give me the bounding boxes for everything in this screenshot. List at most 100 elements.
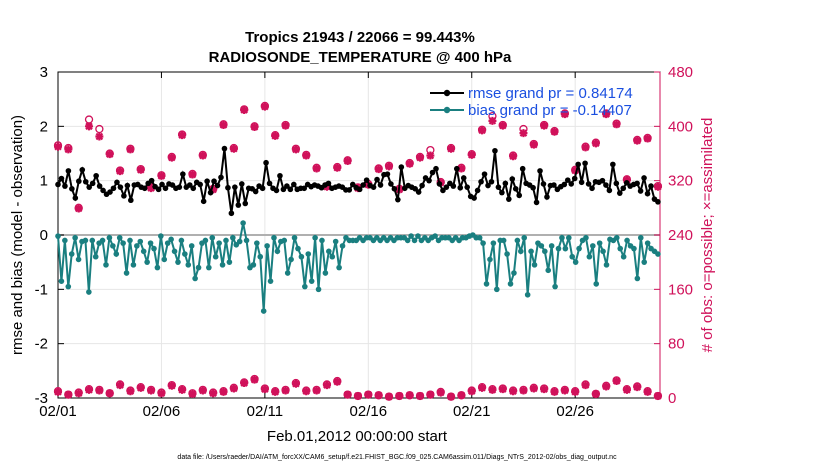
bias-point xyxy=(168,236,174,243)
rmse-point xyxy=(287,186,294,193)
bias-point xyxy=(644,240,651,246)
obs-assimilated-marker xyxy=(333,163,342,172)
obs-assimilated-marker xyxy=(374,165,383,174)
obs-assimilated-marker xyxy=(198,386,207,395)
obs-assimilated-marker xyxy=(602,110,611,119)
obs-assimilated-marker xyxy=(529,140,538,149)
bias-point xyxy=(504,251,510,257)
obs-assimilated-marker xyxy=(591,389,600,398)
obs-assimilated-marker xyxy=(95,132,104,141)
rmse-point xyxy=(502,180,509,187)
bias-point xyxy=(195,264,202,271)
obs-assimilated-marker xyxy=(188,170,197,179)
x-tick-label: 02/26 xyxy=(556,403,594,420)
obs-assimilated-marker xyxy=(105,150,114,159)
rmse-point xyxy=(540,181,547,187)
rmse-point xyxy=(117,184,124,190)
rmse-point xyxy=(86,184,93,190)
bias-point xyxy=(404,237,411,244)
obs-assimilated-marker xyxy=(312,386,321,395)
obs-assimilated-marker xyxy=(64,390,73,399)
obs-assimilated-marker xyxy=(281,386,290,395)
rmse-point xyxy=(65,168,72,174)
obs-assimilated-marker xyxy=(653,182,662,191)
rmse-point xyxy=(571,175,578,182)
bias-point xyxy=(212,253,219,260)
obs-assimilated-marker xyxy=(157,389,166,398)
bias-point xyxy=(542,248,548,255)
bias-point xyxy=(315,286,322,293)
obs-assimilated-marker xyxy=(198,151,207,160)
bias-point xyxy=(524,291,531,298)
obs-assimilated-marker xyxy=(291,379,300,388)
rmse-point xyxy=(433,165,439,172)
rmse-point xyxy=(589,185,595,192)
obs-assimilated-marker xyxy=(571,166,580,175)
bias-point xyxy=(411,237,418,244)
rmse-point xyxy=(124,182,131,189)
bias-point xyxy=(274,248,281,255)
rmse-point xyxy=(263,159,269,166)
bias-point xyxy=(631,245,637,252)
obs-assimilated-marker xyxy=(136,165,145,174)
bias-point xyxy=(476,234,483,241)
y-right-tick-label: 480 xyxy=(668,64,693,81)
y-right-tick-label: 240 xyxy=(668,227,693,244)
rmse-point xyxy=(533,199,540,206)
plot-area: 02/01 02/06 02/11 02/16 02/21 02/26 -3 -2 -1 0 1 2 3… xyxy=(35,64,693,420)
bias-point xyxy=(308,278,315,284)
y-right-tick-label: 0 xyxy=(668,390,676,407)
bias-point xyxy=(182,251,188,257)
rmse-point xyxy=(634,180,640,187)
bias-point xyxy=(295,245,301,252)
obs-assimilated-marker xyxy=(74,204,83,213)
rmse-point xyxy=(506,196,512,202)
rmse-point xyxy=(363,177,370,183)
obs-assimilated-marker xyxy=(560,110,569,119)
obs-assimilated-marker xyxy=(229,144,238,153)
rmse-point xyxy=(641,175,647,181)
rmse-point xyxy=(110,185,117,192)
bias-point xyxy=(617,245,624,252)
bias-point xyxy=(134,243,140,249)
rmse-point xyxy=(537,168,543,174)
bias-point xyxy=(603,262,610,268)
rmse-point xyxy=(221,145,228,152)
bias-point xyxy=(92,253,99,260)
chart-title-line2: RADIOSONDE_TEMPERATURE @ 400 hPa xyxy=(209,49,512,66)
legend-rmse-marker xyxy=(443,89,451,97)
obs-assimilated-marker xyxy=(116,381,125,390)
bias-point xyxy=(209,234,216,241)
obs-assimilated-marker xyxy=(312,164,321,173)
obs-assimilated-marker xyxy=(633,136,642,145)
x-tick-label: 02/21 xyxy=(453,403,491,420)
bias-point xyxy=(154,264,161,271)
bias-point xyxy=(219,262,226,268)
obs-assimilated-marker xyxy=(436,388,445,397)
rmse-point xyxy=(464,184,471,190)
obs-assimilated-marker xyxy=(250,123,259,132)
bias-point xyxy=(164,240,171,246)
rmse-point xyxy=(200,198,207,205)
rmse-point xyxy=(155,186,162,193)
rmse-point xyxy=(346,187,353,193)
bias-point xyxy=(329,253,336,260)
rmse-point xyxy=(55,181,61,188)
bias-point xyxy=(538,243,545,249)
bias-point xyxy=(82,237,89,244)
y-tick-label: 2 xyxy=(40,118,48,135)
bias-point xyxy=(264,243,270,249)
bias-point xyxy=(161,256,168,263)
obs-assimilated-marker xyxy=(395,391,404,400)
obs-assimilated-marker xyxy=(447,144,456,153)
obs-assimilated-marker xyxy=(229,384,238,393)
rmse-point xyxy=(398,164,405,170)
bias-point xyxy=(514,237,521,244)
bias-point xyxy=(500,237,507,244)
rmse-point xyxy=(530,184,536,191)
rmse-point xyxy=(616,190,623,196)
obs-assimilated-marker xyxy=(498,385,507,394)
y-tick-label: 1 xyxy=(40,173,48,190)
rmse-point xyxy=(162,185,169,192)
rmse-point xyxy=(585,181,592,187)
